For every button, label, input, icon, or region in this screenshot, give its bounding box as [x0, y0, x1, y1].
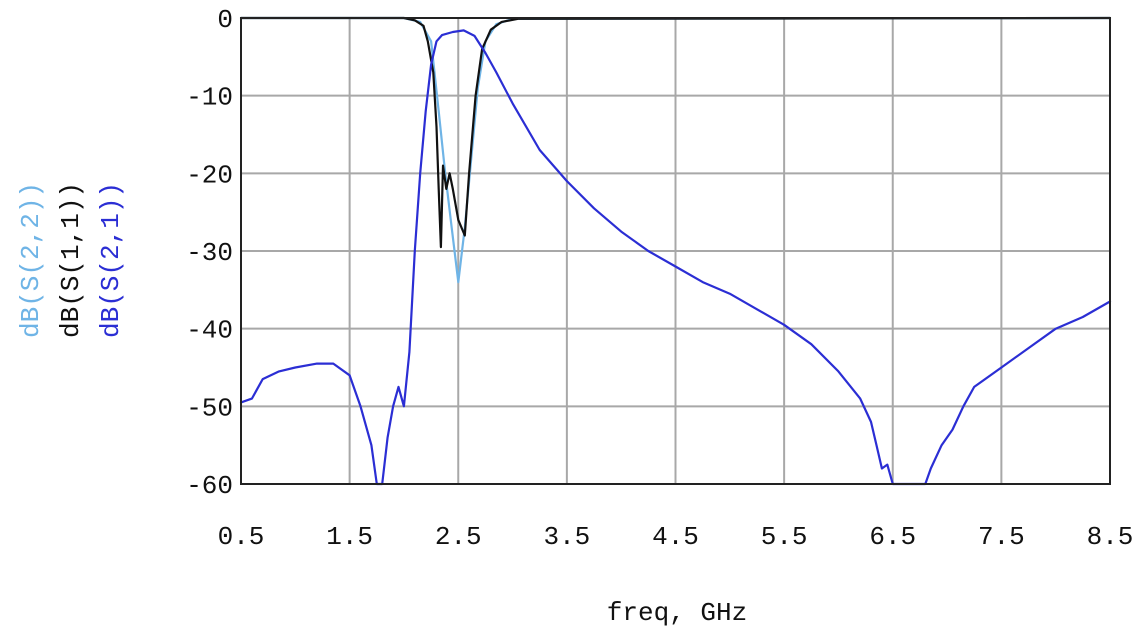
y-tick-label: -30 — [186, 238, 233, 268]
x-tick-label: 3.5 — [543, 522, 590, 552]
x-axis-label: freq, GHz — [607, 598, 747, 628]
y-tick-label: 0 — [217, 5, 233, 35]
legend-entry-0: dB(S(2,2)) — [16, 182, 46, 338]
y-tick-label: -60 — [186, 471, 233, 501]
y-tick-labels: 0 -10 -20 -30 -40 -50 -60 — [186, 5, 233, 501]
y-tick-label: -10 — [186, 83, 233, 113]
x-tick-label: 8.5 — [1087, 522, 1134, 552]
series-line-2 — [239, 29, 1112, 486]
grid — [240, 17, 1111, 485]
legend-entry-1: dB(S(1,1)) — [56, 182, 86, 338]
x-tick-label: 0.5 — [218, 522, 265, 552]
x-tick-label: 5.5 — [761, 522, 808, 552]
x-tick-label: 1.5 — [326, 522, 373, 552]
plot-frame — [240, 17, 1111, 485]
y-tick-label: -40 — [186, 316, 233, 346]
x-tick-label: 7.5 — [978, 522, 1025, 552]
series-lines — [239, 16, 1112, 486]
y-tick-label: -20 — [186, 160, 233, 190]
x-tick-label: 2.5 — [435, 522, 482, 552]
x-tick-labels: 0.5 1.5 2.5 3.5 4.5 5.5 6.5 7.5 8.5 — [218, 522, 1134, 552]
x-tick-label: 6.5 — [869, 522, 916, 552]
series-line-1 — [239, 16, 1112, 249]
y-tick-label: -50 — [186, 393, 233, 423]
legend: dB(S(2,2)) dB(S(1,1)) dB(S(2,1)) — [16, 182, 126, 338]
legend-entry-2: dB(S(2,1)) — [96, 182, 126, 338]
x-tick-label: 4.5 — [652, 522, 699, 552]
